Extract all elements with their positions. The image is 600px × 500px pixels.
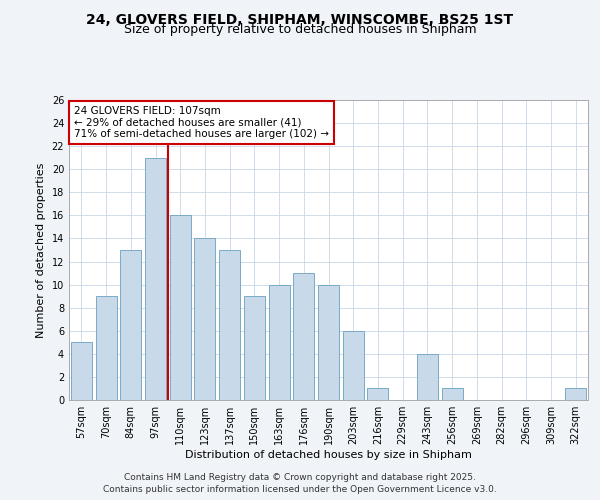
Bar — [219, 250, 240, 400]
Text: 24 GLOVERS FIELD: 107sqm
← 29% of detached houses are smaller (41)
71% of semi-d: 24 GLOVERS FIELD: 107sqm ← 29% of detach… — [74, 106, 329, 139]
Text: Contains HM Land Registry data © Crown copyright and database right 2025.: Contains HM Land Registry data © Crown c… — [124, 472, 476, 482]
Bar — [367, 388, 388, 400]
Bar — [170, 216, 191, 400]
Bar — [318, 284, 339, 400]
Bar — [244, 296, 265, 400]
Text: Contains public sector information licensed under the Open Government Licence v3: Contains public sector information licen… — [103, 485, 497, 494]
Bar — [145, 158, 166, 400]
X-axis label: Distribution of detached houses by size in Shipham: Distribution of detached houses by size … — [185, 450, 472, 460]
Bar — [95, 296, 116, 400]
Bar — [343, 331, 364, 400]
Y-axis label: Number of detached properties: Number of detached properties — [36, 162, 46, 338]
Bar — [417, 354, 438, 400]
Bar — [194, 238, 215, 400]
Bar — [293, 273, 314, 400]
Bar — [71, 342, 92, 400]
Bar — [120, 250, 141, 400]
Bar — [565, 388, 586, 400]
Bar — [269, 284, 290, 400]
Text: Size of property relative to detached houses in Shipham: Size of property relative to detached ho… — [124, 24, 476, 36]
Bar — [442, 388, 463, 400]
Text: 24, GLOVERS FIELD, SHIPHAM, WINSCOMBE, BS25 1ST: 24, GLOVERS FIELD, SHIPHAM, WINSCOMBE, B… — [86, 12, 514, 26]
